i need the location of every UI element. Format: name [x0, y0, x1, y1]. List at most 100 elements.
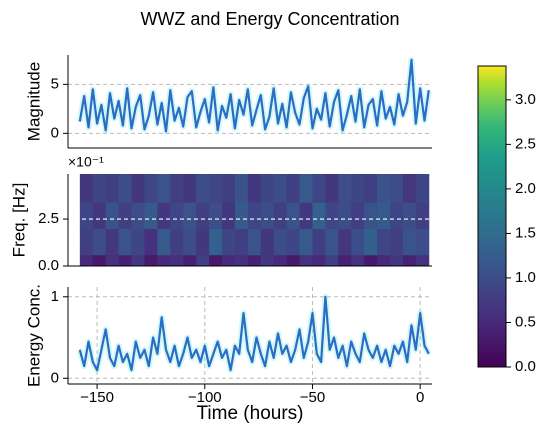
heatmap-cell: [338, 174, 352, 203]
heatmap-cell: [170, 228, 184, 256]
line: [78, 295, 430, 372]
heatmap-cell: [338, 228, 352, 256]
heatmap-cell: [390, 228, 404, 256]
heatmap-cell: [247, 174, 262, 203]
heatmap-cell: [260, 254, 275, 267]
heatmap-cell: [402, 202, 417, 229]
heatmap-cell: [273, 228, 288, 256]
heatmap-cell: [105, 228, 120, 256]
heatmap-cell: [196, 174, 210, 203]
heatmap-cell: [92, 228, 107, 256]
heatmap-cell: [351, 174, 365, 203]
heatmap-cell: [325, 254, 339, 267]
heatmap-cell: [312, 228, 326, 256]
y-tick-label: 5: [51, 75, 59, 92]
heatmap-cell: [402, 174, 417, 203]
heatmap-cell: [415, 174, 430, 203]
heatmap-cell: [312, 254, 326, 267]
x-axis-label: Time (hours): [197, 403, 304, 424]
colorbar-tick-label: 0.5: [515, 313, 536, 330]
heatmap-cell: [222, 202, 236, 229]
heatmap-cell: [209, 254, 223, 267]
heatmap-cell: [222, 174, 236, 203]
heatmap-cell: [118, 254, 133, 267]
heatmap-cell: [157, 174, 171, 203]
heatmap-cell: [415, 202, 430, 229]
y-tick-label: 0.0: [38, 257, 59, 274]
heatmap-cell: [183, 254, 197, 267]
heatmap-cell: [325, 202, 339, 229]
heatmap-cell: [170, 202, 184, 229]
heatmap-cell: [286, 228, 301, 256]
heatmap-cell: [377, 174, 391, 203]
heatmap-cell: [338, 254, 352, 267]
colorbar-tick-label: 2.5: [515, 135, 536, 152]
heatmap-cell: [351, 254, 365, 267]
heatmap-cell: [118, 174, 133, 203]
heatmap-cell: [170, 174, 184, 203]
heatmap-cell: [157, 254, 171, 267]
offset-text: ×10⁻¹: [68, 154, 104, 170]
heatmap-cell: [196, 228, 210, 256]
heatmap-cell: [299, 254, 313, 267]
heatmap-cell: [144, 254, 158, 267]
heatmap-cell: [209, 228, 223, 256]
y-tick-label: 0: [51, 369, 59, 386]
heatmap-cell: [157, 202, 171, 229]
heatmap-cell: [286, 202, 301, 229]
heatmap-cell: [273, 254, 288, 267]
heatmap-cell: [222, 228, 236, 256]
heatmap-cell: [79, 254, 94, 267]
heatmap-cell: [131, 228, 145, 256]
chart-title: WWZ and Energy Concentration: [140, 9, 399, 29]
heatmap-cell: [105, 202, 120, 229]
heatmap-cell: [183, 228, 197, 256]
heatmap-cell: [144, 174, 158, 203]
heatmap-cell: [183, 174, 197, 203]
colorbar-tick-label: 1.5: [515, 224, 536, 241]
y-tick-label: 0: [51, 124, 59, 141]
heatmap-cell: [273, 174, 288, 203]
heatmap-cell: [338, 202, 352, 229]
x-tick-label: −150: [80, 389, 114, 406]
colorbar: [477, 65, 507, 368]
heatmap-cell: [364, 202, 378, 229]
colorbar-tick-label: 2.0: [515, 180, 536, 197]
heatmap-cell: [131, 254, 145, 267]
heatmap-cell: [247, 228, 262, 256]
heatmap-cell: [351, 202, 365, 229]
heatmap-cell: [286, 174, 301, 203]
heatmap-cell: [234, 174, 249, 203]
heatmap-cell: [377, 254, 391, 267]
heatmap-cell: [312, 174, 326, 203]
heatmap-cell: [247, 202, 262, 229]
heatmap-cell: [364, 174, 378, 203]
y-tick-label: 1: [51, 288, 59, 305]
heatmap-cell: [402, 254, 417, 267]
heatmap-cell: [364, 228, 378, 256]
heatmap-cell: [144, 202, 158, 229]
x-tick-label: −100: [188, 389, 222, 406]
colorbar-tick-label: 0.0: [515, 358, 536, 375]
heatmap-cell: [247, 254, 262, 267]
heatmap-cell: [312, 202, 326, 229]
heatmap-cell: [196, 254, 210, 267]
x-tick-label: −50: [300, 389, 325, 406]
heatmap-cell: [351, 228, 365, 256]
heatmap-cell: [196, 202, 210, 229]
heatmap-cell: [131, 174, 145, 203]
heatmap-cell: [209, 202, 223, 229]
heatmap-cell: [260, 174, 275, 203]
heatmap-cell: [325, 174, 339, 203]
heatmap-cell: [325, 228, 339, 256]
heatmap-cell: [402, 228, 417, 256]
heatmap-cell: [170, 254, 184, 267]
colorbar-tick-label: 1.0: [515, 269, 536, 286]
heatmap-cell: [209, 174, 223, 203]
heatmap-cell: [92, 174, 107, 203]
heatmap-cell: [299, 202, 313, 229]
heatmap-cell: [105, 174, 120, 203]
x-tick-label: 0: [416, 389, 424, 406]
colorbar-tick-label: 3.0: [515, 91, 536, 108]
